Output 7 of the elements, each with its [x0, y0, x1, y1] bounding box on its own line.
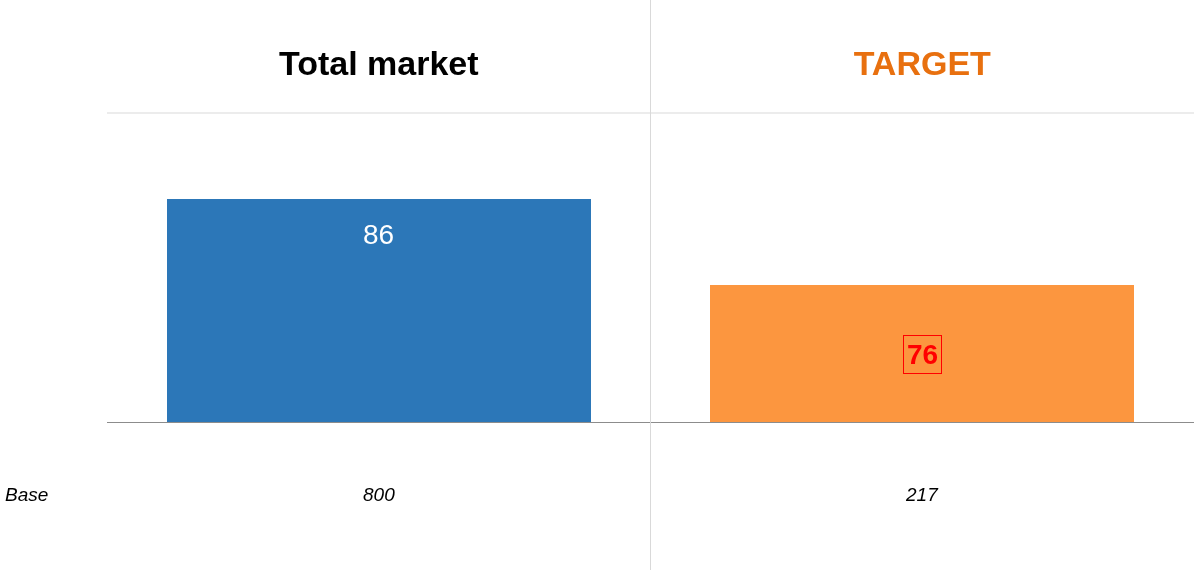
- text: Base: [5, 484, 49, 505]
- x-tick-label: TARGET: [853, 44, 992, 83]
- data-label: 76: [907, 339, 939, 370]
- text: 800: [363, 484, 396, 505]
- x-tick-label: Total market: [278, 44, 479, 83]
- text: 217: [905, 484, 940, 505]
- data-label: 86: [363, 219, 395, 250]
